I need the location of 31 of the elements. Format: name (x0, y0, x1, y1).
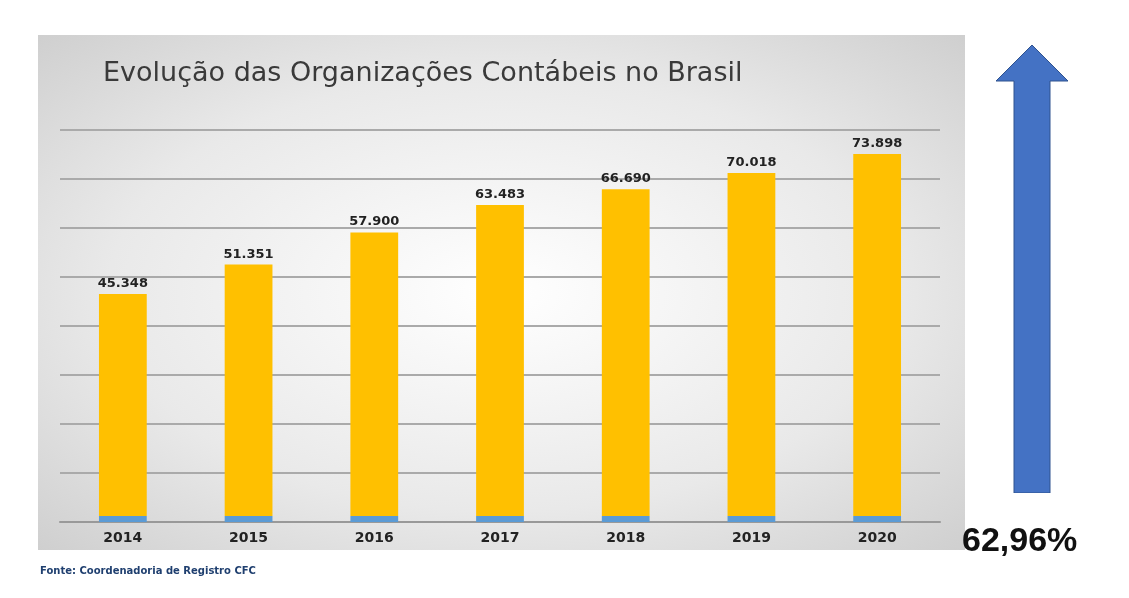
data-label: 73.898 (852, 135, 903, 151)
data-label: 66.690 (600, 170, 651, 186)
x-tick-label: 2019 (731, 529, 771, 545)
bar (727, 173, 776, 517)
bar (601, 516, 650, 522)
bar (476, 205, 524, 517)
bar (350, 232, 399, 517)
source-note: Fonte: Coordenadoria de Registro CFC (40, 565, 256, 576)
data-label: 45.348 (97, 274, 148, 290)
chart-title: Evolução das Organizações Contábeis no Brasil (103, 56, 743, 87)
bar (98, 293, 147, 517)
bar (98, 516, 147, 522)
x-tick-label: 2015 (229, 529, 269, 545)
bar (224, 264, 273, 517)
x-tick-label: 2020 (857, 529, 897, 545)
bar (601, 189, 650, 517)
x-tick-label: 2018 (606, 529, 646, 545)
data-label: 57.900 (349, 213, 400, 229)
bar (853, 516, 902, 522)
bar (224, 516, 273, 522)
bar (853, 154, 902, 517)
data-label: 63.483 (474, 186, 526, 202)
text: 62,96% (962, 520, 1078, 559)
x-tick-label: 2017 (480, 529, 520, 545)
data-label: 51.351 (223, 245, 274, 261)
bar (476, 516, 524, 522)
data-label: 70.018 (726, 154, 777, 170)
bar (350, 516, 399, 522)
bar (727, 516, 776, 522)
x-tick-label: 2016 (354, 529, 394, 545)
x-tick-label: 2014 (103, 529, 143, 545)
